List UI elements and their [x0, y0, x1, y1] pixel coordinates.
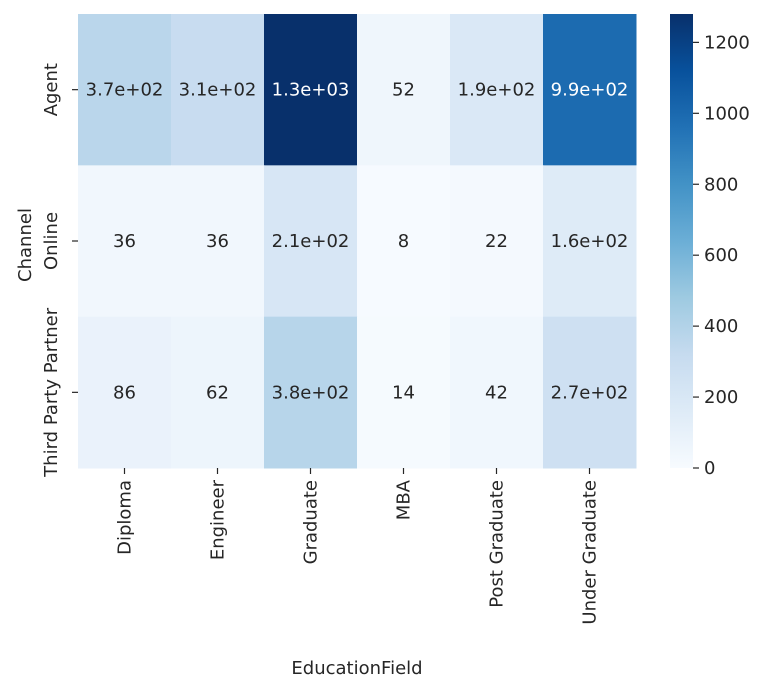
cell-annotation: 22 — [485, 231, 508, 252]
x-tick-labels: Diploma Engineer Graduate MBA Post Graduate U… — [115, 468, 601, 625]
heatmap-cell — [171, 165, 265, 318]
heatmap-cell — [543, 316, 637, 469]
colorbar-tick-label: 400 — [704, 316, 738, 337]
cell-annotation: 36 — [113, 231, 136, 252]
x-tick-label: Post Graduate — [487, 480, 508, 608]
y-tick-label: Agent — [41, 63, 62, 116]
cell-annotation: 86 — [113, 382, 136, 403]
x-axis-label: EducationField — [291, 658, 422, 679]
heatmap-cell — [171, 316, 265, 469]
heatmap-cell — [543, 165, 637, 318]
colorbar-ticks: 0 200 400 600 800 1000 1200 — [693, 32, 750, 479]
heatmap-cell — [264, 316, 358, 469]
heatmap-cell — [357, 165, 451, 318]
x-tick-label: Under Graduate — [580, 480, 601, 625]
heatmap-cell — [357, 316, 451, 469]
cell-annotations: 3.7e+02 3.1e+02 1.3e+03 52 1.9e+02 9.9e+02 36 3… — [86, 80, 629, 404]
cell-annotation: 2.7e+02 — [551, 382, 629, 403]
heatmap-cell — [78, 165, 172, 318]
cell-annotation: 3.1e+02 — [179, 80, 257, 101]
cell-annotation: 1.6e+02 — [551, 231, 629, 252]
heatmap-cell — [171, 14, 265, 166]
cell-annotation: 2.1e+02 — [272, 231, 350, 252]
colorbar-tick-label: 0 — [704, 458, 715, 479]
heatmap-cell — [543, 14, 637, 166]
cell-annotation: 3.8e+02 — [272, 382, 350, 403]
heatmap-cell — [78, 14, 172, 166]
y-tick-label: Third Party Partner — [41, 307, 62, 478]
y-tick-label: Online — [41, 212, 62, 270]
cell-annotation: 42 — [485, 382, 508, 403]
heatmap-cell — [78, 316, 172, 469]
heatmap-cell — [450, 316, 544, 469]
cell-annotation: 52 — [392, 80, 415, 101]
heatmap-cell — [264, 14, 358, 166]
cell-annotation: 3.7e+02 — [86, 80, 164, 101]
cell-annotation: 1.9e+02 — [458, 80, 536, 101]
heatmap-cell — [264, 165, 358, 318]
y-axis-label: Channel — [15, 208, 36, 282]
colorbar-tick-label: 1200 — [704, 32, 750, 53]
colorbar-tick-label: 1000 — [704, 103, 750, 124]
x-tick-label: Engineer — [208, 479, 229, 560]
colorbar — [670, 14, 693, 468]
cell-annotation: 1.3e+03 — [272, 80, 350, 101]
colorbar-tick-label: 200 — [704, 387, 738, 408]
cell-annotation: 62 — [206, 382, 229, 403]
x-tick-label: MBA — [394, 479, 415, 520]
heatmap-cell — [450, 14, 544, 166]
colorbar-tick-label: 800 — [704, 174, 738, 195]
cell-annotation: 9.9e+02 — [551, 80, 629, 101]
heatmap-cell — [450, 165, 544, 318]
heatmap-cell — [357, 14, 451, 166]
cell-annotation: 14 — [392, 382, 415, 403]
cell-annotation: 36 — [206, 231, 229, 252]
colorbar-tick-label: 600 — [704, 245, 738, 266]
x-tick-label: Diploma — [115, 480, 136, 555]
y-tick-labels: Agent Online Third Party Partner — [41, 63, 78, 478]
cell-annotation: 8 — [398, 231, 409, 252]
heatmap-cells — [78, 14, 637, 469]
x-tick-label: Graduate — [301, 480, 322, 564]
